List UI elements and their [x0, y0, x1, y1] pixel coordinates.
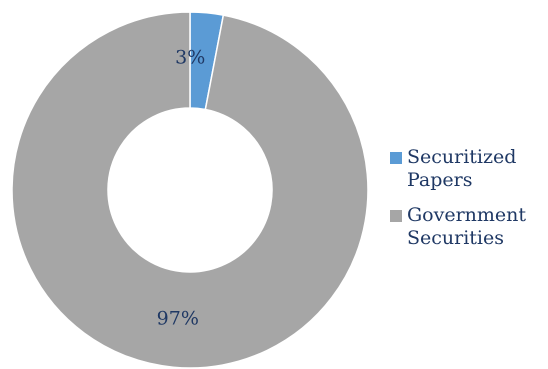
- donut-data-labels: 3% 97%: [157, 47, 206, 330]
- donut-slices: [11, 11, 369, 369]
- legend-item-securitized-papers: Securitized Papers: [390, 146, 548, 192]
- slice-government-securities: [11, 11, 369, 369]
- legend-label-government-securities: Government Securities: [407, 204, 527, 249]
- data-label-government-securities: 97%: [157, 307, 199, 329]
- legend-swatch-securitized-papers: [390, 152, 402, 164]
- legend-swatch-government-securities: [390, 210, 402, 222]
- data-label-securitized-papers: 3%: [175, 47, 205, 69]
- chart-legend: Securitized Papers Government Securities: [390, 146, 548, 262]
- legend-item-government-securities: Government Securities: [390, 204, 548, 250]
- donut-chart-svg: 3% 97%: [11, 11, 369, 369]
- legend-label-securitized-papers: Securitized Papers: [407, 146, 517, 191]
